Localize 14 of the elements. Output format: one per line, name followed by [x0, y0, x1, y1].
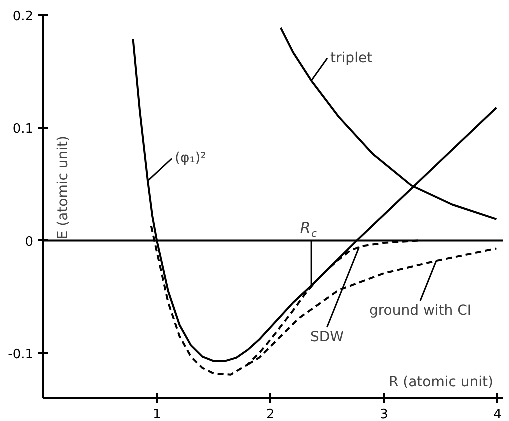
y-tick-label: 0.1: [12, 122, 34, 138]
y-axis-title: E (atomic unit): [56, 136, 72, 240]
x-tick-label: 4: [494, 408, 502, 421]
x-tick-label: 3: [380, 408, 388, 421]
x-axis-title: R (atomic unit): [388, 374, 494, 390]
annotation: ground with CI: [369, 302, 472, 319]
y-tick-label: -0.1: [8, 347, 34, 362]
annotation: (φ₁)²: [174, 150, 206, 167]
x-tick-label: 1: [152, 408, 162, 421]
x-tick-label: 2: [266, 408, 275, 421]
y-tick-label: 0: [25, 234, 34, 250]
y-tick-label: 0.2: [12, 10, 34, 24]
annotation: triplet: [330, 50, 374, 66]
annotation: SDW: [310, 329, 344, 346]
